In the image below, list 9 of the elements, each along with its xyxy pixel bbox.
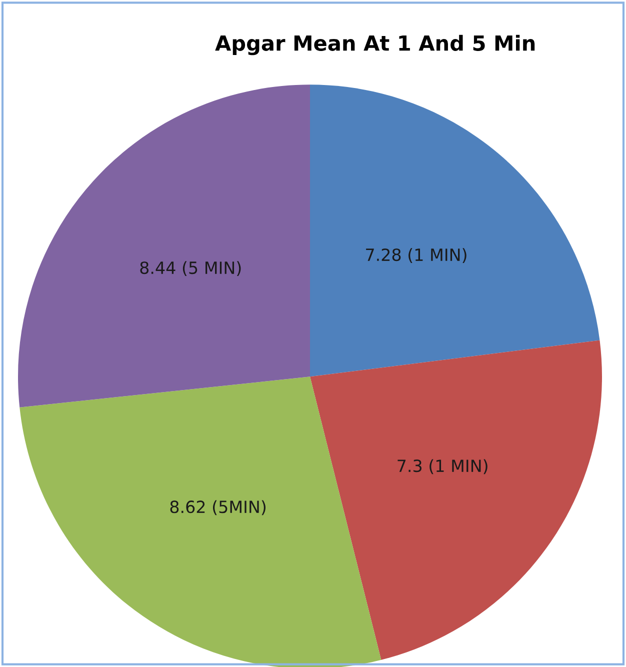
data-label: 7.3 (1 MIN) — [398, 459, 488, 474]
pie-slice — [20, 376, 382, 667]
pie-slice — [18, 84, 310, 408]
pie-slice — [310, 84, 600, 377]
chart-title: Apgar Mean At 1 And 5 Min — [215, 34, 535, 56]
pie-slice — [310, 340, 602, 660]
data-label: 7.28 (1 MIN) — [366, 248, 466, 264]
data-label: 8.62 (5MIN) — [170, 500, 266, 516]
data-label: 8.44 (5 MIN) — [140, 261, 241, 276]
